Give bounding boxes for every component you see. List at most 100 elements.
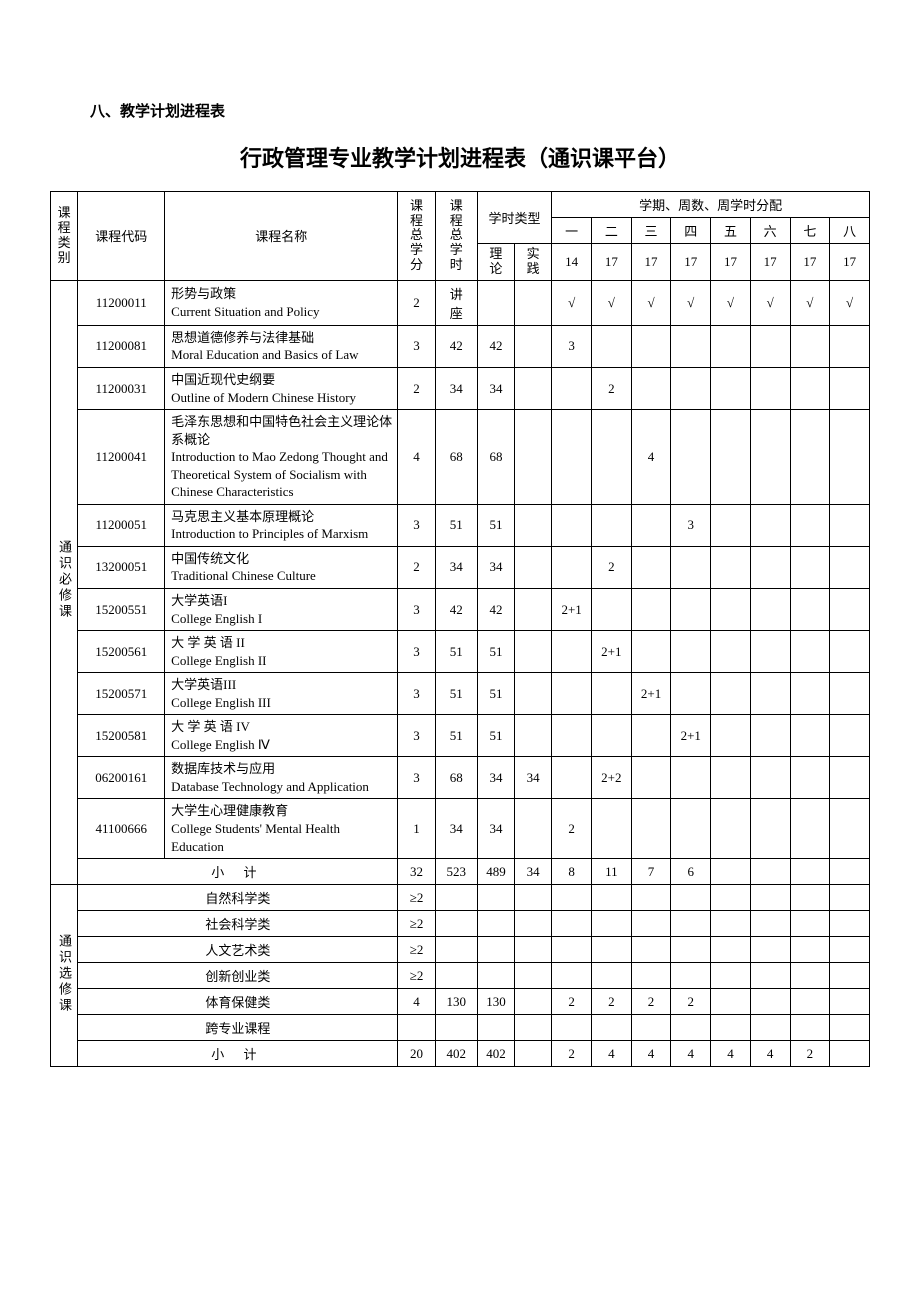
sem-3-cell	[631, 367, 671, 409]
sem-8-cell	[830, 673, 870, 715]
sem-8-cell	[830, 937, 870, 963]
theory-cell: 51	[477, 504, 514, 546]
table-row: 11200081思想道德修养与法律基础Moral Education and B…	[51, 325, 870, 367]
subtotal-sem-7: 2	[790, 1041, 830, 1067]
th-weeks-3: 17	[631, 244, 671, 281]
table-row: 06200161数据库技术与应用Database Technology and …	[51, 757, 870, 799]
sem-8-cell	[830, 546, 870, 588]
table-header: 课程类别 课程代码 课程名称 课程总学分 课程总学时 学时类型 学期、周数、周学…	[51, 192, 870, 281]
name-cell: 体育保健类	[78, 989, 398, 1015]
credits-cell: 3	[398, 588, 435, 630]
sem-6-cell	[750, 588, 790, 630]
sem-3-cell: 2+1	[631, 673, 671, 715]
subtotal-sem-3: 7	[631, 859, 671, 885]
practice-cell	[515, 937, 552, 963]
subtotal-row: 小 计204024022444442	[51, 1041, 870, 1067]
sem-7-cell	[790, 588, 830, 630]
sem-5-cell	[711, 367, 751, 409]
sem-2-cell	[591, 963, 631, 989]
sem-1-cell	[552, 410, 592, 505]
sem-3-cell	[631, 799, 671, 859]
sem-1-cell: 2	[552, 799, 592, 859]
sem-5-cell	[711, 963, 751, 989]
code-cell: 11200041	[78, 410, 165, 505]
sem-2-cell	[591, 673, 631, 715]
table-row: 跨专业课程	[51, 1015, 870, 1041]
sem-4-cell	[671, 757, 711, 799]
sem-3-cell: 2	[631, 989, 671, 1015]
sem-8-cell	[830, 885, 870, 911]
sem-4-cell	[671, 631, 711, 673]
th-theory: 理论	[477, 244, 514, 281]
sem-6-cell	[750, 757, 790, 799]
table-row: 15200551大学英语ICollege English I342422+1	[51, 588, 870, 630]
sem-3-cell	[631, 757, 671, 799]
sem-6-cell	[750, 673, 790, 715]
table-row: 15200561大 学 英 语 IICollege English II3515…	[51, 631, 870, 673]
sem-6-cell: √	[750, 280, 790, 325]
subtotal-label: 小 计	[78, 1041, 398, 1067]
subtotal-sem-5	[711, 859, 751, 885]
sem-8-cell	[830, 588, 870, 630]
hours-cell: 130	[435, 989, 477, 1015]
theory-cell	[477, 911, 514, 937]
sem-7-cell	[790, 911, 830, 937]
theory-cell: 130	[477, 989, 514, 1015]
sem-8-cell	[830, 367, 870, 409]
subtotal-sem-8	[830, 1041, 870, 1067]
code-cell: 15200581	[78, 715, 165, 757]
sem-2-cell	[591, 885, 631, 911]
table-row: 通识选修课自然科学类≥2	[51, 885, 870, 911]
practice-cell	[515, 367, 552, 409]
sem-4-cell	[671, 799, 711, 859]
sem-7-cell	[790, 367, 830, 409]
name-cell: 思想道德修养与法律基础Moral Education and Basics of…	[165, 325, 398, 367]
th-weeks-5: 17	[711, 244, 751, 281]
theory-cell: 42	[477, 325, 514, 367]
sem-8-cell	[830, 989, 870, 1015]
sem-8-cell	[830, 631, 870, 673]
sem-5-cell	[711, 546, 751, 588]
sem-6-cell	[750, 885, 790, 911]
credits-cell: ≥2	[398, 885, 435, 911]
sem-1-cell	[552, 963, 592, 989]
sem-4-cell	[671, 937, 711, 963]
sem-5-cell	[711, 715, 751, 757]
name-cell: 自然科学类	[78, 885, 398, 911]
sem-2-cell: 2+2	[591, 757, 631, 799]
sem-7-cell	[790, 325, 830, 367]
practice-cell	[515, 631, 552, 673]
sem-2-cell	[591, 588, 631, 630]
sem-5-cell	[711, 504, 751, 546]
subtotal-practice	[515, 1041, 552, 1067]
sem-4-cell	[671, 885, 711, 911]
code-cell: 11200031	[78, 367, 165, 409]
name-cell: 中国传统文化Traditional Chinese Culture	[165, 546, 398, 588]
sem-6-cell	[750, 963, 790, 989]
hours-cell: 42	[435, 588, 477, 630]
sem-7-cell	[790, 757, 830, 799]
sem-4-cell	[671, 673, 711, 715]
th-weeks-7: 17	[790, 244, 830, 281]
hours-cell: 34	[435, 367, 477, 409]
subtotal-hours: 402	[435, 1041, 477, 1067]
sem-5-cell	[711, 937, 751, 963]
sem-1-cell: 2+1	[552, 588, 592, 630]
credits-cell: 3	[398, 631, 435, 673]
sem-4-cell: 2	[671, 989, 711, 1015]
sem-8-cell	[830, 799, 870, 859]
sem-6-cell	[750, 631, 790, 673]
subtotal-sem-6	[750, 859, 790, 885]
practice-cell	[515, 1015, 552, 1041]
sem-2-cell: 2+1	[591, 631, 631, 673]
th-sem-1: 一	[552, 218, 592, 244]
table-row: 13200051中国传统文化Traditional Chinese Cultur…	[51, 546, 870, 588]
practice-cell	[515, 715, 552, 757]
sem-8-cell	[830, 757, 870, 799]
practice-cell	[515, 799, 552, 859]
subtotal-hours: 523	[435, 859, 477, 885]
sem-7-cell	[790, 799, 830, 859]
name-cell: 跨专业课程	[78, 1015, 398, 1041]
theory-cell: 51	[477, 673, 514, 715]
th-category: 课程类别	[51, 192, 78, 281]
